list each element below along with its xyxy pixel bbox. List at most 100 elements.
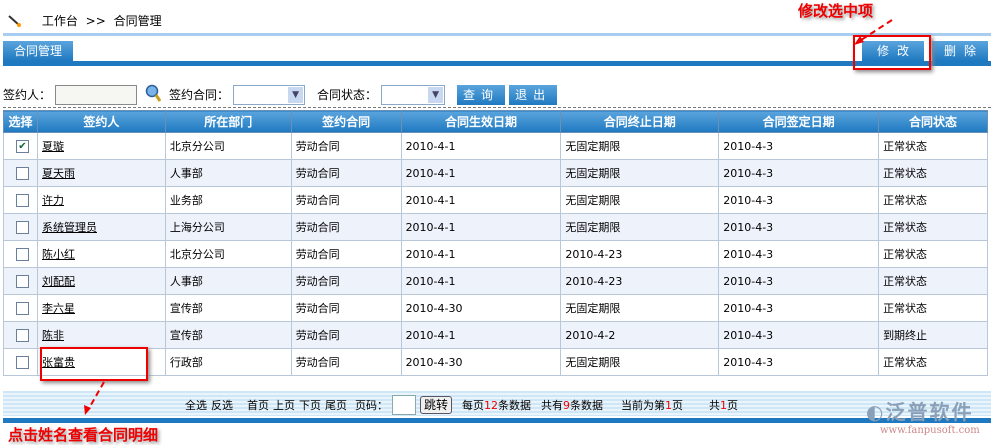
- exit-button[interactable]: 退出: [509, 84, 558, 105]
- cell-name: 夏天雨: [36, 159, 166, 187]
- signer-link[interactable]: 夏天雨: [41, 167, 75, 180]
- prev-page-link[interactable]: 上页: [273, 399, 295, 412]
- row-checkbox[interactable]: [16, 328, 29, 342]
- cell-signed: 2010-4-3: [718, 267, 880, 295]
- table-row: 许力 业务部 劳动合同 2010-4-1 无固定期限 2010-4-3 正常状态: [3, 186, 988, 214]
- invert-selection-link[interactable]: 反选: [211, 399, 233, 412]
- cell-start: 2010-4-1: [400, 159, 562, 187]
- search-icon[interactable]: [145, 84, 162, 105]
- cell-name: 夏璇: [36, 132, 166, 160]
- select-cell: [3, 267, 38, 295]
- go-button[interactable]: 跳转: [420, 396, 453, 414]
- query-button[interactable]: 查询: [457, 84, 506, 105]
- cell-name: 系统管理员: [36, 213, 166, 241]
- logo-url: www.fanpusoft.com: [880, 425, 980, 436]
- column-header: 合同状态: [878, 110, 988, 133]
- row-checkbox[interactable]: [16, 247, 29, 261]
- cell-end: 2010-4-23: [560, 267, 720, 295]
- cell-dept: 宣传部: [164, 321, 292, 349]
- cell-name: 陈小红: [36, 240, 166, 268]
- table-row: 夏天雨 人事部 劳动合同 2010-4-1 无固定期限 2010-4-3 正常状态: [3, 159, 988, 187]
- page-input[interactable]: [392, 395, 416, 415]
- row-checkbox[interactable]: [16, 220, 29, 234]
- per-page-info: 每页12条数据: [462, 399, 532, 412]
- cell-status: 正常状态: [878, 240, 988, 268]
- select-cell: [3, 159, 38, 187]
- breadcrumb-current: 合同管理: [113, 14, 162, 28]
- signer-link[interactable]: 张富贵: [41, 356, 75, 369]
- cell-signed: 2010-4-3: [718, 294, 880, 322]
- select-cell: [3, 213, 38, 241]
- cell-dept: 业务部: [164, 186, 292, 214]
- row-checkbox[interactable]: ✔: [16, 139, 29, 153]
- fanpu-logo: ◐泛普软件: [866, 400, 974, 424]
- row-checkbox[interactable]: [16, 274, 29, 288]
- next-page-link[interactable]: 下页: [299, 399, 321, 412]
- select-all-link[interactable]: 全选: [185, 399, 207, 412]
- cell-dept: 宣传部: [164, 294, 292, 322]
- pen-icon: [8, 15, 22, 27]
- signer-link[interactable]: 系统管理员: [41, 221, 97, 234]
- tab-contract-management[interactable]: 合同管理: [3, 41, 73, 61]
- signer-link[interactable]: 夏璇: [41, 140, 64, 153]
- signer-link[interactable]: 李六星: [41, 302, 75, 315]
- column-header: 签约人: [36, 110, 166, 133]
- signer-label: 签约人：: [3, 88, 52, 102]
- cell-contract: 劳动合同: [290, 186, 402, 214]
- cell-contract: 劳动合同: [290, 294, 402, 322]
- column-header: 合同生效日期: [400, 110, 562, 133]
- cell-start: 2010-4-1: [400, 267, 562, 295]
- select-cell: [3, 321, 38, 349]
- cell-dept: 人事部: [164, 267, 292, 295]
- delete-button[interactable]: 删除: [932, 41, 988, 61]
- signer-link[interactable]: 陈非: [41, 329, 64, 342]
- status-select[interactable]: ▼: [381, 84, 446, 105]
- cell-signed: 2010-4-3: [718, 132, 880, 160]
- signer-link[interactable]: 陈小红: [41, 248, 75, 261]
- table-row: 系统管理员 上海分公司 劳动合同 2010-4-1 无固定期限 2010-4-3 正常状态: [3, 213, 988, 241]
- table-row: 李六星 宣传部 劳动合同 2010-4-30 无固定期限 2010-4-3 正常状态: [3, 294, 988, 322]
- signer-link[interactable]: 刘配配: [41, 275, 75, 288]
- signer-input[interactable]: [55, 84, 138, 105]
- cell-end: 无固定期限: [560, 132, 720, 160]
- cell-signed: 2010-4-3: [718, 186, 880, 214]
- divider: [3, 33, 991, 36]
- first-page-link[interactable]: 首页: [247, 399, 269, 412]
- filter-bar: 签约人： 签约合同： ▼ 合同状态： ▼ 查询 退出: [3, 84, 558, 105]
- cell-status: 正常状态: [878, 294, 988, 322]
- cell-name: 刘配配: [36, 267, 166, 295]
- edit-button[interactable]: 修改: [862, 41, 924, 61]
- column-header: 合同终止日期: [560, 110, 720, 133]
- cell-contract: 劳动合同: [290, 132, 402, 160]
- table-row: 刘配配 人事部 劳动合同 2010-4-1 2010-4-23 2010-4-3 正常状态: [3, 267, 988, 295]
- chevron-down-icon: ▼: [428, 86, 444, 103]
- cell-start: 2010-4-1: [400, 186, 562, 214]
- annotation-arrow: [84, 381, 105, 415]
- row-checkbox[interactable]: [16, 166, 29, 180]
- column-header: 所在部门: [164, 110, 292, 133]
- chevron-down-icon: ▼: [288, 86, 304, 103]
- select-cell: [3, 240, 38, 268]
- contract-label: 签约合同：: [169, 88, 230, 102]
- cell-contract: 劳动合同: [290, 159, 402, 187]
- cell-status: 正常状态: [878, 159, 988, 187]
- row-checkbox[interactable]: [16, 193, 29, 207]
- select-cell: [3, 294, 38, 322]
- row-checkbox[interactable]: [16, 301, 29, 315]
- contract-select[interactable]: ▼: [233, 84, 306, 105]
- total-info: 共有9条数据: [541, 399, 604, 412]
- cell-name: 张富贵: [36, 348, 166, 376]
- select-cell: ✔: [3, 132, 38, 160]
- cell-contract: 劳动合同: [290, 321, 402, 349]
- signer-link[interactable]: 许力: [41, 194, 64, 207]
- pager-bar: 全选 反选 首页 上页 下页 尾页 页码： 跳转 每页12条数据 共有9条数据 …: [3, 391, 991, 416]
- cell-status: 到期终止: [878, 321, 988, 349]
- cell-signed: 2010-4-3: [718, 348, 880, 376]
- cell-contract: 劳动合同: [290, 267, 402, 295]
- table-row: 陈非 宣传部 劳动合同 2010-4-1 2010-4-2 2010-4-3 到期终止: [3, 321, 988, 349]
- last-page-link[interactable]: 尾页: [325, 399, 347, 412]
- contract-table: 选择 签约人 所在部门 签约合同 合同生效日期 合同终止日期 合同签定日期 合同状态 ✔ 夏璇北…: [3, 110, 988, 376]
- breadcrumb-home[interactable]: 工作台: [41, 14, 78, 28]
- cell-contract: 劳动合同: [290, 348, 402, 376]
- row-checkbox[interactable]: [16, 355, 29, 369]
